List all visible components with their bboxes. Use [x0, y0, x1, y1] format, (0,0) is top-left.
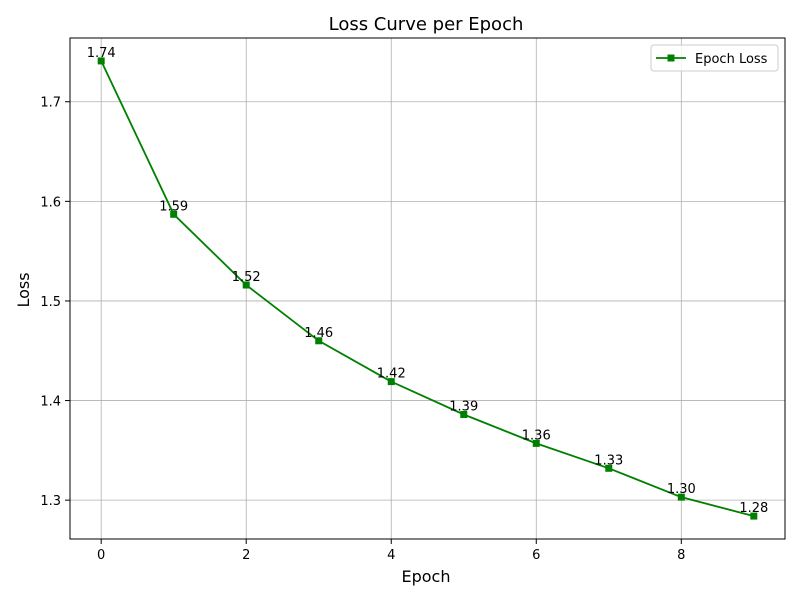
- y-tick-label: 1.5: [40, 295, 61, 310]
- data-point: [677, 493, 685, 501]
- data-point: [242, 281, 250, 289]
- data-point: [387, 378, 395, 386]
- y-tick-label: 1.3: [40, 494, 61, 509]
- data-point: [170, 210, 178, 218]
- y-tick-label: 1.7: [40, 96, 61, 111]
- data-label: 1.52: [232, 270, 261, 285]
- data-point: [532, 439, 540, 447]
- plot-frame: [69, 37, 786, 540]
- data-point: [750, 512, 758, 520]
- data-label: 1.42: [377, 367, 406, 382]
- data-label: 1.28: [739, 501, 768, 516]
- data-label: 1.36: [522, 428, 551, 443]
- x-tick-label: 2: [242, 548, 250, 563]
- data-point: [605, 464, 613, 472]
- legend-box: [650, 44, 779, 72]
- data-point: [315, 337, 323, 345]
- data-label: 1.74: [87, 46, 116, 61]
- y-axis-label: Loss: [14, 272, 33, 307]
- y-tick-label: 1.6: [40, 195, 61, 210]
- x-tick-label: 0: [97, 548, 105, 563]
- x-tick-label: 8: [677, 548, 685, 563]
- x-axis-label: Epoch: [402, 567, 451, 586]
- legend-marker: [667, 54, 675, 62]
- y-tick-label: 1.4: [40, 395, 61, 410]
- chart-title: Loss Curve per Epoch: [329, 14, 524, 35]
- x-tick-label: 6: [532, 548, 540, 563]
- data-label: 1.39: [449, 399, 478, 414]
- data-label: 1.59: [159, 199, 188, 214]
- legend-label: Epoch Loss: [695, 52, 768, 67]
- data-label: 1.33: [594, 453, 623, 468]
- data-label: 1.46: [304, 326, 333, 341]
- series-line: [100, 60, 755, 517]
- x-tick-label: 4: [387, 548, 395, 563]
- data-point: [97, 57, 105, 65]
- data-point: [460, 410, 468, 418]
- data-label: 1.30: [667, 482, 696, 497]
